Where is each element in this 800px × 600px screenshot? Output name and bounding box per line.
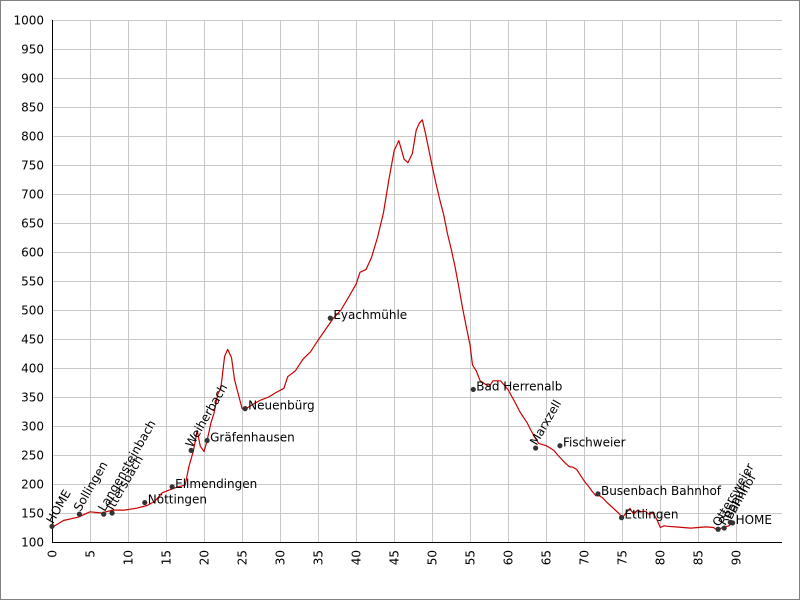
x-tick-label: 60 <box>502 550 516 565</box>
waypoint-marker <box>109 510 115 516</box>
y-tick-labels: 100 150 200 250 300 350 400 450 500 550 600 650 700 7… <box>13 14 44 550</box>
waypoint-label: Fischweier <box>563 436 626 450</box>
y-tick-label: 200 <box>21 478 44 492</box>
y-tick-label: 1000 <box>13 14 44 28</box>
axes <box>52 20 782 543</box>
x-tick-label: 20 <box>198 550 212 565</box>
waypoint-marker <box>142 499 148 506</box>
y-tick-label: 700 <box>21 188 44 202</box>
y-tick-label: 250 <box>21 449 44 463</box>
y-tick-label: 800 <box>21 130 44 144</box>
waypoint-marker <box>76 511 82 517</box>
waypoint-marker <box>618 515 625 521</box>
waypoint-marker <box>169 484 175 490</box>
y-tick-label: 450 <box>21 333 44 347</box>
waypoint-marker <box>242 406 248 412</box>
elevation-series <box>51 119 733 532</box>
waypoint-marker <box>729 520 736 526</box>
waypoint-markers <box>49 315 736 532</box>
waypoint-marker <box>188 447 194 453</box>
waypoint-marker <box>533 445 539 451</box>
y-tick-label: 600 <box>21 246 44 260</box>
waypoint-marker <box>721 525 727 531</box>
x-tick-label: 85 <box>692 550 706 565</box>
waypoint-label: Ettlingen <box>625 508 679 522</box>
waypoint-label: Eyachmühle <box>333 308 407 322</box>
waypoint-marker <box>49 523 55 529</box>
y-tick-label: 950 <box>21 43 44 57</box>
x-tick-label: 40 <box>350 550 364 565</box>
x-tick-label: 10 <box>122 550 136 565</box>
y-tick-label: 300 <box>21 420 44 434</box>
x-tick-label: 25 <box>236 550 250 565</box>
y-tick-label: 150 <box>21 507 44 521</box>
waypoint-marker <box>327 315 333 321</box>
waypoint-label: Bad Herrenalb <box>476 379 562 393</box>
x-tick-label: 65 <box>540 550 554 565</box>
x-tick-label: 55 <box>464 550 478 565</box>
waypoint-marker <box>595 491 601 497</box>
waypoint-marker <box>204 437 210 444</box>
y-tick-label: 100 <box>21 536 44 550</box>
waypoint-marker <box>470 386 476 393</box>
x-tick-label: 35 <box>312 550 326 565</box>
x-tick-label: 50 <box>426 550 440 565</box>
y-tick-label: 850 <box>21 101 44 115</box>
elevation-line <box>51 119 733 532</box>
y-tick-label: 750 <box>21 159 44 173</box>
y-tick-label: 500 <box>21 304 44 318</box>
waypoint-label: Nöttingen <box>148 493 207 507</box>
waypoint-label: Ellmendingen <box>175 477 257 491</box>
waypoint-marker <box>101 511 107 517</box>
x-tick-label: 90 <box>730 550 744 565</box>
y-tick-label: 650 <box>21 217 44 231</box>
x-tick-label: 15 <box>160 550 174 565</box>
y-tick-label: 550 <box>21 275 44 289</box>
x-tick-label: 75 <box>616 550 630 565</box>
x-tick-label: 70 <box>578 550 592 565</box>
x-tick-label: 80 <box>654 550 668 565</box>
waypoint-label: HOME <box>736 513 772 527</box>
waypoint-marker <box>715 526 721 532</box>
waypoint-label: Busenbach Bahnhof <box>601 484 722 498</box>
x-tick-labels: 0 5 10 15 20 25 30 35 40 45 50 55 60 65 70 75 80 85 90 <box>46 550 744 565</box>
y-tick-label: 350 <box>21 391 44 405</box>
x-tick-label: 30 <box>274 550 288 565</box>
y-tick-label: 400 <box>21 362 44 376</box>
y-tick-label: 900 <box>21 72 44 86</box>
x-tick-label: 45 <box>388 550 402 565</box>
waypoint-label: Neuenbürg <box>248 399 315 413</box>
waypoint-marker <box>557 443 563 449</box>
waypoint-label: Gräfenhausen <box>210 431 295 445</box>
x-tick-label: 0 <box>46 550 60 558</box>
x-tick-label: 5 <box>84 550 98 558</box>
